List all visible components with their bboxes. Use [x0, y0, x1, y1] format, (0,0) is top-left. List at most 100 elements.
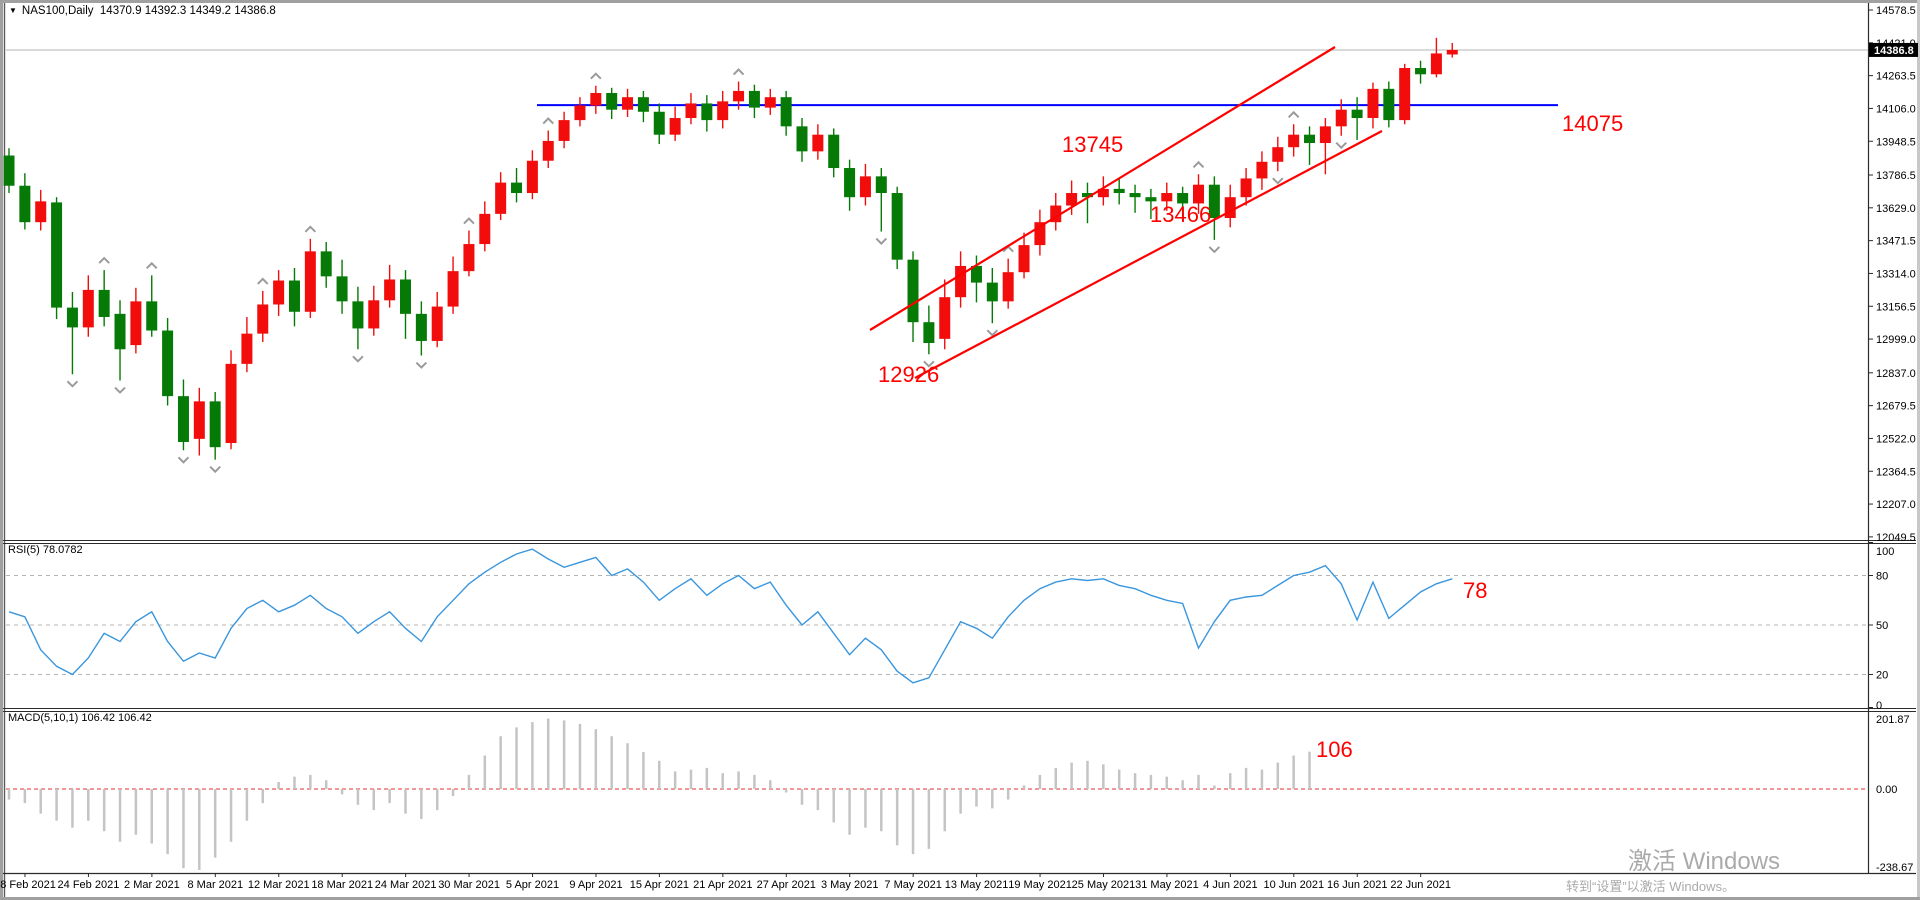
- macd-bar: [182, 789, 185, 869]
- macd-bar: [324, 780, 328, 789]
- macd-bar: [1197, 774, 1200, 789]
- svg-text:12207.0: 12207.0: [1876, 499, 1916, 511]
- annotation-78[interactable]: 78: [1463, 578, 1487, 603]
- candle: [352, 301, 364, 329]
- svg-text:12364.5: 12364.5: [1876, 466, 1916, 478]
- macd-bar: [245, 789, 249, 821]
- candle: [288, 280, 300, 312]
- macd-bar: [1228, 773, 1232, 789]
- candle: [511, 182, 523, 194]
- annotation-13745[interactable]: 13745: [1062, 132, 1123, 157]
- candle: [1066, 193, 1078, 206]
- macd-bar: [753, 774, 756, 789]
- macd-bar: [642, 752, 645, 789]
- macd-bar: [769, 780, 772, 789]
- candle: [859, 176, 871, 198]
- candle: [764, 97, 776, 108]
- candle: [1240, 178, 1252, 198]
- annotations-layer[interactable]: 13745 13466 12926 14075 78 106: [878, 111, 1623, 762]
- candle: [130, 301, 142, 346]
- macd-bar: [673, 771, 677, 789]
- svg-text:14263.5: 14263.5: [1876, 71, 1916, 83]
- candle: [1018, 245, 1030, 273]
- candle: [907, 259, 919, 323]
- annotation-106[interactable]: 106: [1316, 737, 1353, 762]
- macd-bar: [658, 760, 661, 789]
- date-label: 31 May 2021: [1135, 879, 1199, 891]
- candle: [320, 251, 332, 277]
- svg-text:13156.5: 13156.5: [1876, 301, 1916, 313]
- svg-text:12049.5: 12049.5: [1876, 532, 1916, 544]
- svg-text:14106.0: 14106.0: [1876, 103, 1916, 115]
- macd-bar: [229, 789, 233, 842]
- date-label: 25 May 2021: [1072, 879, 1136, 891]
- macd-bar: [1070, 762, 1073, 789]
- candle: [304, 251, 316, 312]
- fractal-down-icon: [352, 355, 364, 363]
- svg-text:201.87: 201.87: [1876, 714, 1910, 726]
- fractal-down-icon: [923, 360, 935, 368]
- trendline-lower[interactable]: [914, 130, 1383, 379]
- macd-bar: [1292, 755, 1295, 789]
- macd-bar: [1244, 767, 1248, 789]
- candle: [3, 155, 15, 186]
- trend-channel[interactable]: [869, 46, 1383, 379]
- candle: [384, 279, 396, 301]
- macd-bar: [1133, 773, 1137, 789]
- trendline-upper[interactable]: [869, 46, 1336, 331]
- macd-bar: [1260, 769, 1264, 789]
- symbol-dropdown-icon[interactable]: ▼: [9, 6, 17, 15]
- fractal-down-icon: [1272, 177, 1284, 185]
- candle: [574, 105, 586, 121]
- fractal-down-icon: [114, 386, 126, 394]
- macd-bar: [880, 789, 883, 832]
- macd-bar: [943, 789, 946, 832]
- candle: [526, 160, 538, 194]
- svg-text:13629.0: 13629.0: [1876, 203, 1916, 215]
- macd-bar: [372, 789, 376, 811]
- macd-bar: [1086, 760, 1089, 789]
- candle: [622, 97, 634, 110]
- quote-low: 14349.2: [189, 5, 232, 17]
- candle: [923, 322, 935, 344]
- annotation-12926[interactable]: 12926: [878, 362, 939, 387]
- svg-text:12999.0: 12999.0: [1876, 334, 1916, 346]
- macd-bar: [800, 789, 804, 805]
- macd-bar: [261, 789, 265, 804]
- macd-bar: [356, 789, 360, 805]
- macd-bar: [515, 727, 518, 789]
- rsi-panel: 100 80 50 20 0: [6, 542, 1894, 712]
- macd-bar: [166, 789, 169, 855]
- svg-text:14386.8: 14386.8: [1874, 45, 1914, 57]
- macd-bar: [1022, 785, 1026, 789]
- activate-windows-watermark-sub: 转到“设置”以激活 Windows。: [1566, 879, 1736, 894]
- svg-text:14578.5: 14578.5: [1876, 5, 1916, 17]
- candle: [939, 297, 951, 339]
- candle: [717, 101, 729, 121]
- macd-bar: [626, 743, 629, 789]
- macd-bar: [150, 789, 153, 844]
- candle: [241, 333, 253, 364]
- svg-text:20: 20: [1876, 670, 1888, 682]
- date-label: 9 Apr 2021: [569, 879, 622, 891]
- annotation-13466[interactable]: 13466: [1150, 202, 1211, 227]
- macd-bar: [435, 789, 439, 811]
- candle: [225, 363, 237, 444]
- macd-bar: [864, 789, 867, 828]
- candle: [558, 120, 570, 141]
- macd-bar: [23, 789, 27, 804]
- candle: [35, 201, 47, 223]
- macd-bar: [784, 789, 788, 793]
- macd-bar: [71, 789, 74, 828]
- svg-text:80: 80: [1876, 571, 1888, 583]
- fractal-up-icon: [542, 117, 554, 125]
- candle: [177, 396, 189, 442]
- fractal-down-icon: [66, 380, 79, 388]
- macd-bar: [55, 789, 58, 821]
- candle: [637, 97, 649, 112]
- candle: [1351, 109, 1363, 119]
- macd-bar: [578, 723, 582, 789]
- candle: [1002, 272, 1014, 302]
- annotation-14075[interactable]: 14075: [1562, 111, 1623, 136]
